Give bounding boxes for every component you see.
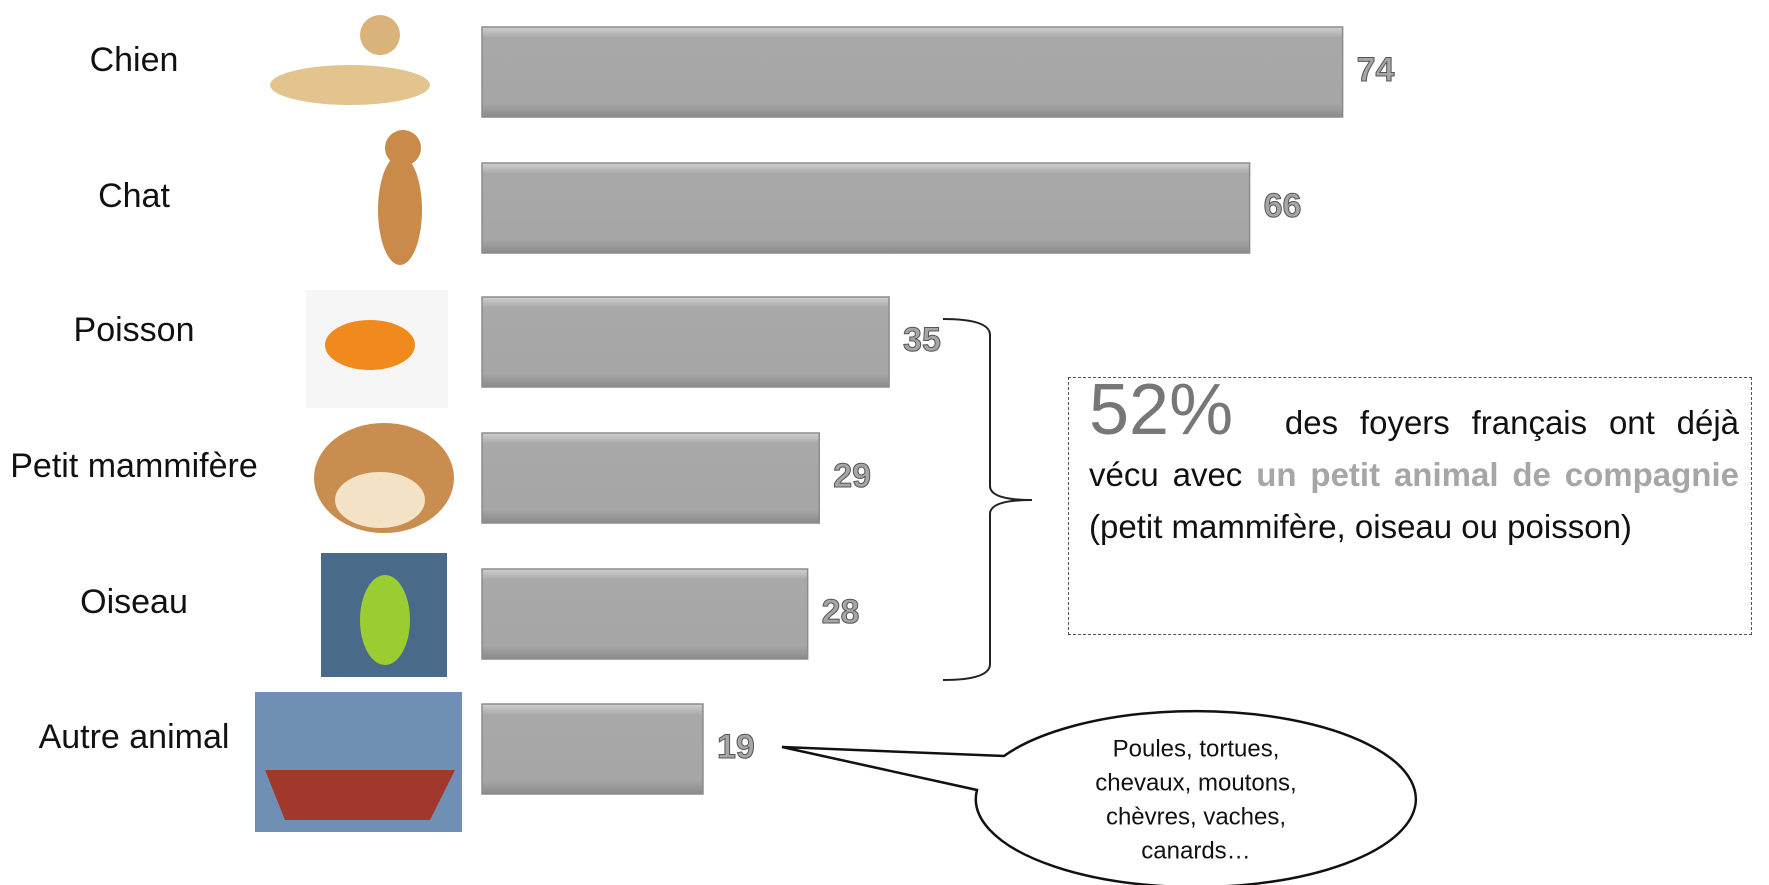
bar — [481, 26, 1344, 118]
bar — [481, 162, 1251, 254]
value-label: 19 — [717, 728, 755, 766]
category-label: Petit mammifère — [10, 447, 258, 485]
category-label: Chien — [90, 41, 179, 79]
bar — [481, 432, 821, 524]
category-label: Chat — [98, 177, 170, 215]
value-label: 28 — [822, 593, 860, 631]
value-label: 66 — [1264, 187, 1302, 225]
callout-bubble — [781, 709, 1418, 885]
callout-text: chevaux, moutons, — [1095, 769, 1296, 796]
bar — [481, 703, 704, 795]
value-label: 29 — [833, 457, 871, 495]
callout-text: chèvres, vaches, — [1106, 803, 1286, 830]
bracket — [942, 318, 1033, 681]
animal-pictures — [255, 15, 462, 832]
category-label: Autre animal — [39, 718, 230, 756]
annotation-highlight: un petit animal de compagnie — [1256, 456, 1739, 493]
annotation-text-after: (petit mammifère, oiseau ou poisson) — [1089, 508, 1632, 545]
category-label: Oiseau — [80, 583, 188, 621]
bar — [481, 296, 890, 388]
annotation-text: des foyers français ont déjà vécu avec — [1089, 404, 1740, 493]
bar — [481, 568, 809, 660]
value-label: 35 — [903, 321, 941, 359]
callout-text: canards… — [1141, 837, 1250, 864]
annotation-box: 52% des foyers français ont déjà vécu av… — [1068, 374, 1752, 635]
annotation-figure: 52% — [1089, 370, 1234, 450]
callout-text: Poules, tortues, — [1113, 735, 1280, 762]
category-label: Poisson — [74, 311, 195, 349]
value-label: 74 — [1357, 51, 1395, 89]
